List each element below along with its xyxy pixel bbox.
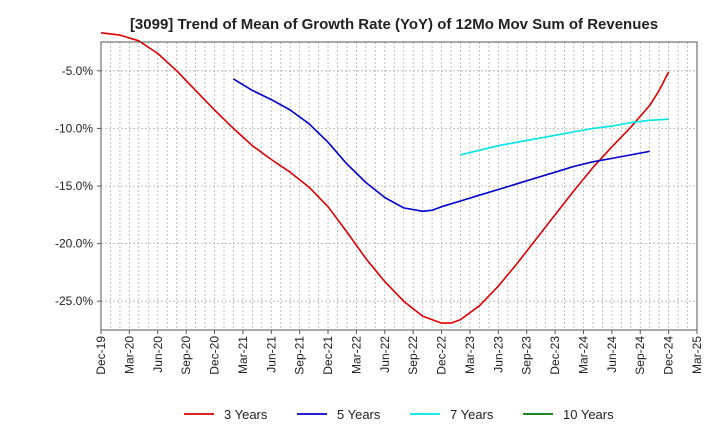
x-tick-label: Mar-21 [236, 336, 250, 374]
legend: 3 Years 5 Years 7 Years 10 Years [184, 407, 614, 422]
chart-title: [3099] Trend of Mean of Growth Rate (YoY… [130, 16, 658, 33]
x-tick-label: Mar-23 [463, 336, 477, 374]
x-tick-label: Sep-20 [179, 336, 193, 375]
y-tick-label: -20.0% [55, 237, 93, 251]
x-tick-label: Dec-19 [94, 336, 108, 375]
legend-label: 5 Years [337, 407, 381, 422]
plot-frame [100, 41, 698, 331]
series-lines [100, 32, 670, 324]
legend-label: 3 Years [224, 407, 268, 422]
series-line-3-years [100, 32, 670, 324]
series-line-5-years [232, 78, 650, 213]
x-tick-label: Jun-21 [264, 336, 278, 373]
x-tick-label: Mar-25 [690, 336, 704, 374]
x-tick-label: Mar-24 [576, 336, 590, 374]
x-tick-label: Sep-22 [406, 336, 420, 375]
x-tick-label: Jun-23 [491, 336, 505, 373]
grid [101, 42, 697, 330]
y-tick-label: -5.0% [62, 64, 94, 78]
y-tick-label: -25.0% [55, 294, 93, 308]
series-line-7-years [460, 118, 669, 156]
x-tick-label: Dec-20 [208, 336, 222, 375]
x-tick-label: Mar-22 [349, 336, 363, 374]
x-tick-label: Sep-21 [293, 336, 307, 375]
y-tick-label: -15.0% [55, 179, 93, 193]
x-tick-label: Dec-23 [548, 336, 562, 375]
legend-label: 7 Years [450, 407, 494, 422]
x-axis: Dec-19 Mar-20 Jun-20 Sep-20 Dec-20 Mar-21 Jun-… [94, 330, 704, 375]
x-tick-label: Dec-22 [435, 336, 449, 375]
x-tick-label: Sep-24 [633, 336, 647, 375]
x-tick-label: Mar-20 [122, 336, 136, 374]
legend-label: 10 Years [563, 407, 614, 422]
x-tick-label: Jun-22 [378, 336, 392, 373]
y-axis: -5.0% -10.0% -15.0% -20.0% -25.0% [55, 64, 101, 308]
x-tick-label: Dec-21 [321, 336, 335, 375]
x-tick-label: Dec-24 [662, 336, 676, 375]
x-tick-label: Sep-23 [520, 336, 534, 375]
y-tick-label: -10.0% [55, 121, 93, 135]
x-tick-label: Jun-24 [605, 336, 619, 373]
x-tick-label: Jun-20 [151, 336, 165, 373]
